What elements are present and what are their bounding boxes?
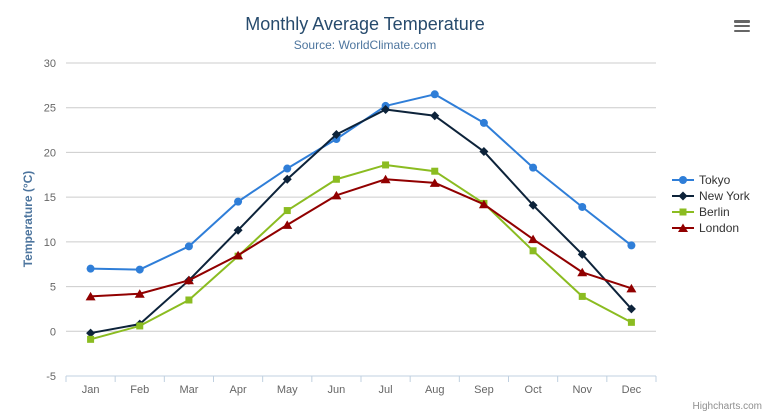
series-line-tokyo[interactable] — [89, 93, 633, 271]
y-tick-label: 15 — [44, 192, 56, 204]
data-point[interactable] — [529, 247, 537, 255]
legend-label: Tokyo — [699, 173, 731, 187]
data-point[interactable] — [233, 250, 244, 260]
data-point[interactable] — [430, 111, 440, 121]
data-point[interactable] — [679, 176, 687, 184]
data-point[interactable] — [429, 178, 440, 187]
data-point[interactable] — [331, 130, 341, 140]
legend-item-london[interactable]: London — [672, 220, 750, 236]
data-point[interactable] — [479, 118, 488, 127]
data-point[interactable] — [626, 283, 637, 293]
series-line-london[interactable] — [89, 178, 633, 298]
data-point[interactable] — [627, 318, 635, 326]
x-tick-label: Sep — [474, 384, 494, 396]
data-point[interactable] — [381, 105, 391, 115]
series-london[interactable] — [85, 174, 637, 301]
data-point[interactable] — [431, 167, 439, 175]
data-point[interactable] — [136, 322, 144, 330]
y-tick-label: 25 — [44, 103, 56, 115]
data-point[interactable] — [282, 220, 293, 229]
x-tick-label: Nov — [572, 384, 592, 396]
data-point[interactable] — [85, 291, 96, 301]
data-point[interactable] — [528, 234, 539, 244]
hamburger-bar — [734, 29, 750, 32]
data-point[interactable] — [529, 163, 538, 172]
y-tick-label: -5 — [46, 371, 56, 383]
data-point[interactable] — [528, 200, 538, 210]
legend-marker-square-icon — [672, 208, 694, 216]
x-axis: Jan Feb Mar Apr May Jun Jul Aug Sep Oct Nov Dec — [65, 375, 657, 396]
data-point[interactable] — [135, 265, 144, 274]
legend-marker-triangle-icon — [672, 223, 694, 233]
y-gridlines — [66, 62, 656, 377]
data-point[interactable] — [577, 249, 587, 259]
data-point[interactable] — [678, 191, 688, 201]
data-point[interactable] — [184, 242, 193, 251]
data-point[interactable] — [380, 174, 391, 184]
legend-label: Berlin — [699, 205, 730, 219]
chart-subtitle: Source: WorldClimate.com — [293, 38, 437, 52]
data-point[interactable] — [283, 164, 292, 173]
chart-title: Monthly Average Temperature — [245, 14, 485, 34]
data-point[interactable] — [134, 289, 145, 298]
hamburger-bar — [734, 20, 750, 23]
y-tick-label: 20 — [44, 147, 56, 159]
data-point[interactable] — [185, 296, 193, 304]
data-point[interactable] — [478, 199, 489, 209]
legend-marker-circle-icon — [672, 176, 694, 184]
hamburger-icon[interactable] — [733, 19, 751, 33]
legend-item-new-york[interactable]: New York — [672, 188, 750, 204]
legend: Tokyo New York Berlin London — [672, 172, 750, 236]
data-point[interactable] — [578, 202, 587, 211]
data-point[interactable] — [233, 225, 243, 235]
data-point[interactable] — [626, 304, 636, 314]
data-point[interactable] — [183, 275, 194, 285]
y-tick-label: 10 — [44, 237, 56, 249]
data-point[interactable] — [479, 147, 489, 157]
y-tick-label: 0 — [50, 326, 56, 338]
series-line-berlin[interactable] — [89, 163, 633, 341]
series-tokyo[interactable] — [86, 90, 636, 274]
data-point[interactable] — [678, 223, 688, 233]
x-tick-label: Feb — [130, 384, 149, 396]
y-axis-title: Temperature (°C) — [21, 170, 35, 268]
data-point[interactable] — [234, 197, 243, 206]
legend-item-tokyo[interactable]: Tokyo — [672, 172, 750, 188]
data-point[interactable] — [430, 90, 439, 99]
x-tick-label: Jan — [82, 384, 100, 396]
x-tick-label: Jul — [379, 384, 393, 396]
data-point[interactable] — [86, 328, 96, 338]
data-point[interactable] — [86, 264, 95, 273]
credits-link[interactable]: Highcharts.com — [692, 401, 762, 412]
x-tick-label: May — [277, 384, 298, 396]
y-tick-label: 5 — [50, 282, 56, 294]
data-point[interactable] — [578, 292, 586, 300]
series-new-york[interactable] — [86, 105, 636, 338]
x-tick-label: Dec — [622, 384, 642, 396]
x-tick-label: Aug — [425, 384, 445, 396]
y-axis-labels: -5 0 5 10 15 20 25 30 — [44, 58, 56, 383]
legend-item-berlin[interactable]: Berlin — [672, 204, 750, 220]
data-point[interactable] — [282, 174, 292, 184]
y-tick-label: 30 — [44, 58, 56, 70]
data-point[interactable] — [332, 175, 340, 183]
legend-label: New York — [699, 189, 750, 203]
data-point[interactable] — [331, 190, 342, 200]
data-point[interactable] — [679, 208, 687, 216]
x-tick-label: Jun — [328, 384, 346, 396]
data-point[interactable] — [577, 267, 588, 277]
series-line-new-york[interactable] — [89, 108, 633, 335]
data-point[interactable] — [627, 241, 636, 250]
x-tick-label: Oct — [525, 384, 542, 396]
data-point[interactable] — [87, 335, 95, 343]
legend-label: London — [699, 221, 740, 235]
hamburger-bar — [734, 24, 750, 28]
data-point[interactable] — [382, 161, 390, 169]
x-tick-label: Apr — [230, 384, 247, 396]
x-tick-label: Mar — [179, 384, 198, 396]
legend-marker-diamond-icon — [672, 191, 694, 201]
data-point[interactable] — [283, 207, 291, 215]
